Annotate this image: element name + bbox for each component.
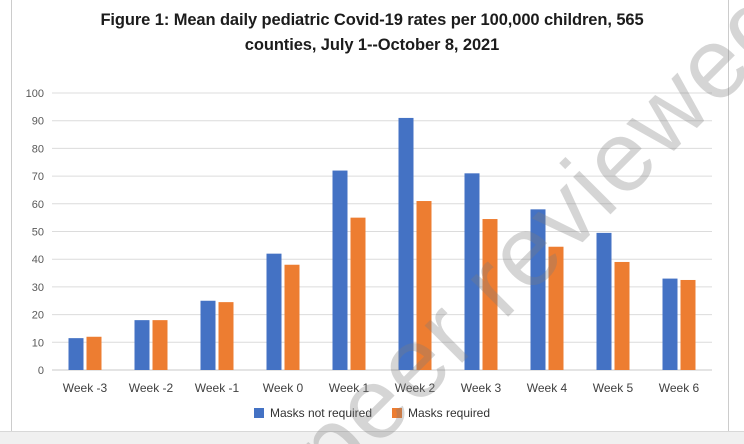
figure-title-line1: Figure 1: Mean daily pediatric Covid-19 … <box>100 11 644 29</box>
bar-masks-required-week5 <box>614 261 630 370</box>
bar-masks-required-week-2 <box>152 320 168 370</box>
bar-masks-required-week2 <box>416 201 432 370</box>
bar-masks-required-week0 <box>284 264 300 370</box>
figure-title: Figure 1: Mean daily pediatric Covid-19 … <box>50 8 694 58</box>
bar-masks-not-required-week5 <box>596 232 612 370</box>
bar-masks-not-required-week-3 <box>68 338 84 370</box>
bar-masks-not-required-week3 <box>464 173 480 370</box>
bar-masks-not-required-week2 <box>398 117 414 371</box>
legend-label-masks-not-required: Masks not required <box>269 406 372 420</box>
y-tick-label-70: 70 <box>32 171 44 183</box>
y-tick-label-60: 60 <box>32 199 44 211</box>
figure-title-line2: counties, July 1--October 8, 2021 <box>244 36 500 54</box>
y-tick-label-100: 100 <box>26 88 44 100</box>
bar-masks-required-week-1 <box>218 302 234 370</box>
bar-masks-not-required-week4 <box>530 209 546 370</box>
x-axis-label: Week -2 <box>129 381 174 395</box>
chart-legend: Masks not required Masks required <box>0 406 744 420</box>
x-axis-label: Week 6 <box>659 381 700 395</box>
y-tick-label-50: 50 <box>32 227 44 239</box>
x-axis-label: Week -1 <box>195 381 240 395</box>
legend-label-masks-required: Masks required <box>408 406 491 420</box>
legend-swatch-masks-not-required-icon <box>253 408 264 418</box>
bar-masks-not-required-week-2 <box>134 320 150 370</box>
x-axis-label: Week -3 <box>63 381 108 395</box>
bar-masks-not-required-week6 <box>662 278 678 370</box>
page-border-left <box>11 0 12 431</box>
bar-masks-not-required-week-1 <box>200 300 216 370</box>
bar-masks-required-week1 <box>350 217 366 370</box>
page-border-right <box>728 0 729 431</box>
bar-masks-required-week3 <box>482 219 498 370</box>
bar-masks-required-week4 <box>548 246 564 370</box>
page-bottom-edge <box>0 431 744 444</box>
x-axis-label: Week 3 <box>461 381 502 395</box>
x-axis-label: Week 1 <box>329 381 370 395</box>
x-axis-label: Week 5 <box>593 381 634 395</box>
legend-item-masks-not-required: Masks not required <box>253 406 372 420</box>
x-axis-label: Week 2 <box>395 381 436 395</box>
legend-item-masks-required: Masks required <box>392 406 490 420</box>
bar-masks-required-week-3 <box>86 336 102 370</box>
x-axis-label: Week 4 <box>527 381 568 395</box>
y-tick-label-90: 90 <box>32 116 44 128</box>
bar-masks-required-week6 <box>680 279 696 370</box>
bar-masks-not-required-week0 <box>266 253 282 370</box>
y-tick-label-20: 20 <box>32 310 44 322</box>
bar-masks-not-required-week1 <box>332 170 348 370</box>
y-tick-label-80: 80 <box>32 143 44 155</box>
y-tick-label-40: 40 <box>32 254 44 266</box>
y-tick-label-0: 0 <box>38 365 44 377</box>
y-tick-label-30: 30 <box>32 282 44 294</box>
x-axis-label: Week 0 <box>263 381 304 395</box>
legend-swatch-masks-required-icon <box>392 408 402 418</box>
y-tick-label-10: 10 <box>32 337 44 349</box>
